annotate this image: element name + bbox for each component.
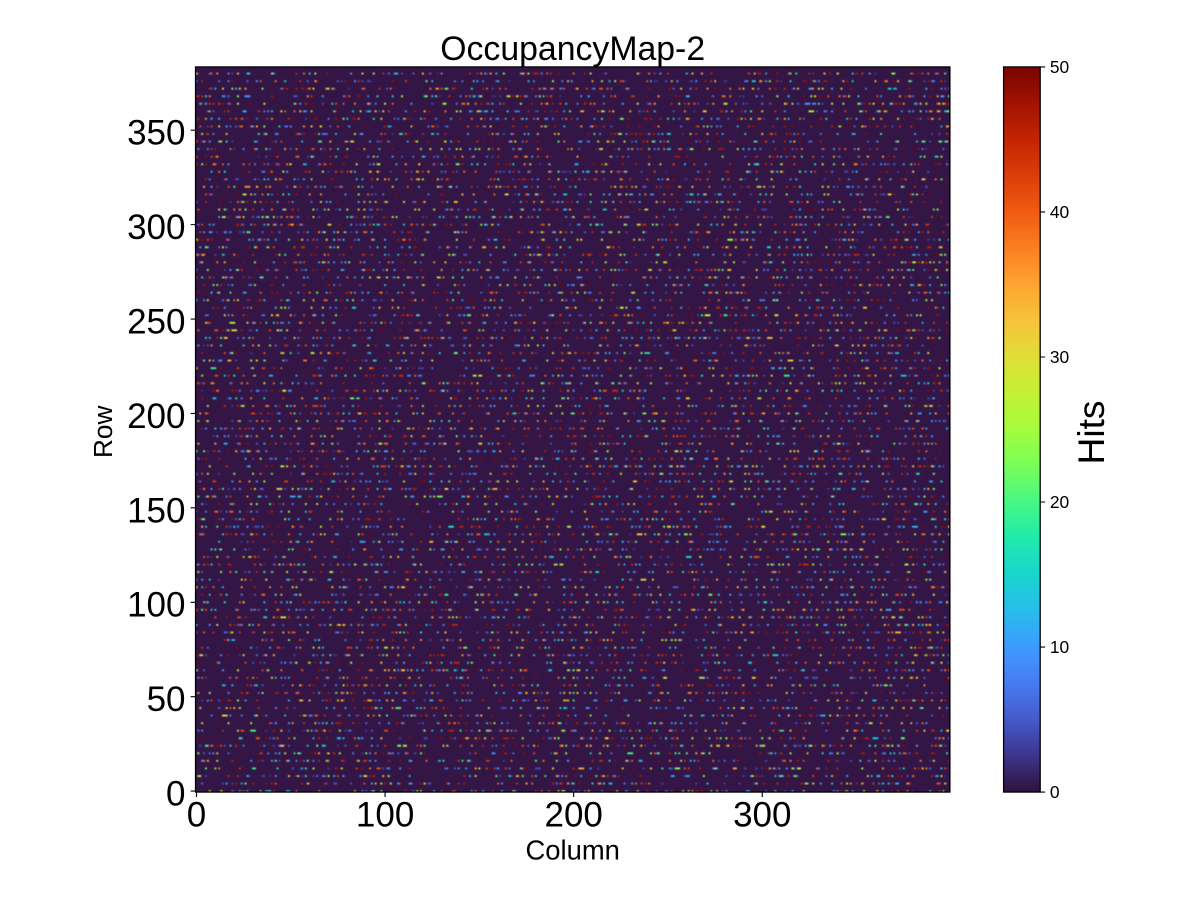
svg-text:50: 50 [1050, 57, 1069, 77]
svg-text:30: 30 [1050, 347, 1069, 367]
svg-text:Hits: Hits [1070, 400, 1112, 464]
svg-text:OccupancyMap-2: OccupancyMap-2 [440, 30, 705, 68]
svg-text:10: 10 [1050, 637, 1069, 657]
svg-text:250: 250 [127, 302, 185, 341]
svg-text:Row: Row [88, 406, 118, 458]
svg-text:20: 20 [1050, 492, 1069, 512]
svg-text:350: 350 [127, 114, 185, 153]
svg-text:300: 300 [733, 796, 791, 835]
svg-text:40: 40 [1050, 202, 1069, 222]
svg-text:200: 200 [127, 397, 185, 436]
svg-text:150: 150 [127, 491, 185, 530]
svg-text:100: 100 [356, 796, 414, 835]
svg-text:100: 100 [127, 586, 185, 625]
svg-text:200: 200 [544, 796, 602, 835]
svg-text:Column: Column [526, 835, 620, 866]
svg-text:300: 300 [127, 208, 185, 247]
svg-text:0: 0 [166, 775, 185, 814]
svg-text:0: 0 [1050, 782, 1060, 802]
svg-text:0: 0 [187, 796, 206, 835]
svg-text:50: 50 [147, 680, 186, 719]
